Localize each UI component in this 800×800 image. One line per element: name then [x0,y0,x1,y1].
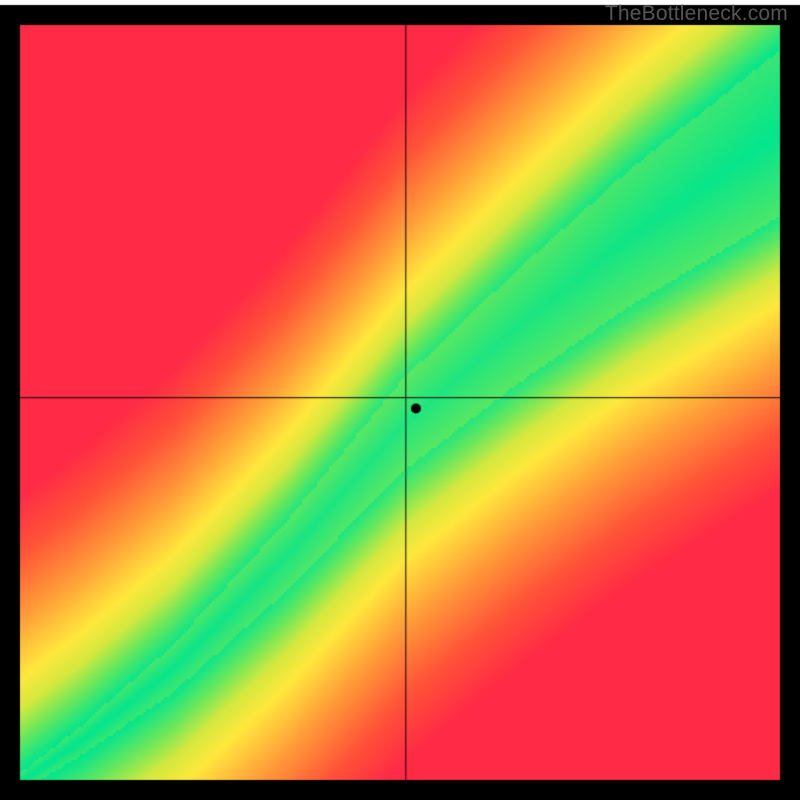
chart-container: TheBottleneck.com [0,0,800,800]
watermark-text: TheBottleneck.com [605,2,788,26]
bottleneck-heatmap [0,0,800,800]
